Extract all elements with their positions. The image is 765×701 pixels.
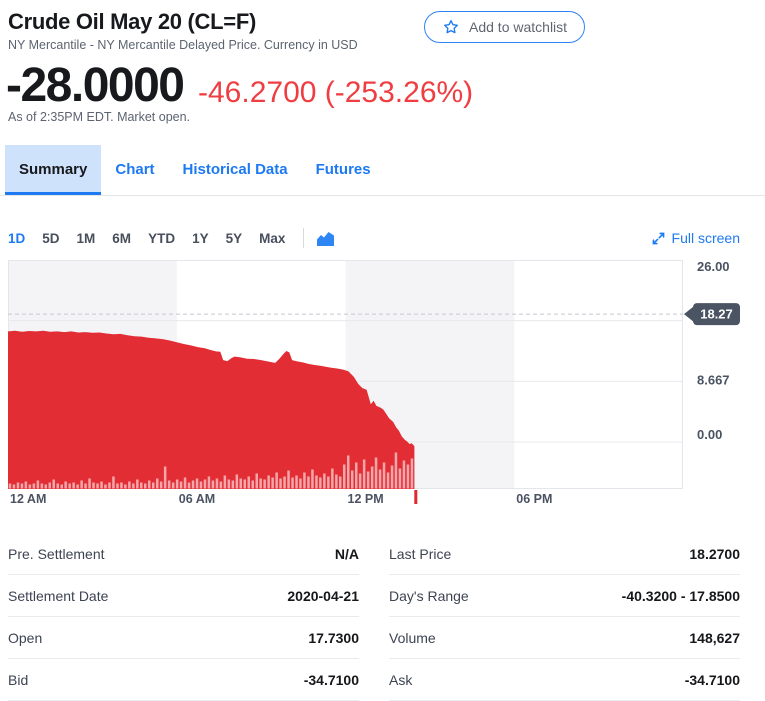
page-title: Crude Oil May 20 (CL=F)	[8, 9, 256, 34]
current-price: -28.0000	[6, 59, 185, 112]
svg-text:0.00: 0.00	[697, 427, 722, 442]
stat-row-day-s-range: Day's Range -40.3200 - 17.8500	[389, 575, 740, 617]
stat-row-last-price: Last Price 18.2700	[389, 533, 740, 575]
price-chart[interactable]: 18.27 26.00 8.667 0.00 12 AM 06 AM 12 PM 06 PM	[0, 254, 765, 506]
stats-left-column: Pre. Settlement N/A Settlement Date 2020-04…	[8, 533, 359, 701]
range-1y[interactable]: 1Y	[192, 230, 209, 246]
stat-label: Bid	[8, 671, 29, 688]
stat-value: -40.3200 - 17.8500	[621, 587, 740, 604]
stat-row-ask: Ask -34.7100	[389, 659, 740, 701]
area-chart-icon	[316, 230, 335, 247]
summary-stats-table: Pre. Settlement N/A Settlement Date 2020-04…	[8, 533, 740, 701]
stat-row-volume: Volume 148,627	[389, 617, 740, 659]
prev-close-tag: 18.27	[684, 303, 740, 326]
chart-type-button[interactable]	[316, 230, 335, 247]
range-max[interactable]: Max	[259, 230, 286, 246]
fullscreen-expand-icon	[651, 231, 666, 246]
price-area-series	[8, 330, 415, 489]
stat-row-open: Open 17.7300	[8, 617, 359, 659]
stat-label: Day's Range	[389, 587, 469, 604]
svg-text:06 PM: 06 PM	[516, 492, 552, 506]
y-axis-labels: 26.00 8.667 0.00	[697, 259, 730, 442]
range-1m[interactable]: 1M	[76, 230, 96, 246]
tab-futures[interactable]: Futures	[315, 161, 371, 178]
add-to-watchlist-button[interactable]: Add to watchlist	[424, 11, 586, 43]
svg-text:06 AM: 06 AM	[179, 492, 215, 506]
x-axis-labels: 12 AM 06 AM 12 PM 06 PM	[10, 492, 552, 506]
stat-row-bid: Bid -34.7100	[8, 659, 359, 701]
stat-label: Last Price	[389, 545, 452, 562]
fullscreen-button[interactable]: Full screen	[651, 230, 740, 246]
svg-text:12 PM: 12 PM	[348, 492, 384, 506]
stat-label: Pre. Settlement	[8, 545, 105, 562]
tab-historical-data[interactable]: Historical Data	[182, 161, 288, 178]
current-time-marker	[414, 490, 418, 504]
stat-label: Volume	[389, 629, 436, 646]
stats-right-column: Last Price 18.2700 Day's Range -40.3200 - 1…	[389, 533, 740, 701]
tab-summary[interactable]: Summary	[5, 145, 102, 195]
tab-chart[interactable]: Chart	[115, 161, 155, 178]
stat-value: 18.2700	[689, 545, 740, 562]
stat-value: 2020-04-21	[287, 587, 359, 604]
svg-text:18.27: 18.27	[700, 307, 733, 322]
stat-row-pre-settlement: Pre. Settlement N/A	[8, 533, 359, 575]
range-5d[interactable]: 5D	[42, 230, 60, 246]
fullscreen-label: Full screen	[671, 230, 740, 246]
add-to-watchlist-label: Add to watchlist	[469, 19, 568, 35]
range-1d[interactable]: 1D	[8, 230, 26, 246]
exchange-subtitle: NY Mercantile - NY Mercantile Delayed Pr…	[8, 38, 358, 52]
stat-value: 148,627	[689, 629, 740, 646]
star-icon	[442, 18, 460, 36]
quote-timestamp: As of 2:35PM EDT. Market open.	[8, 110, 191, 124]
stat-value: -34.7100	[303, 671, 359, 688]
stat-label: Open	[8, 629, 43, 646]
range-6m[interactable]: 6M	[112, 230, 132, 246]
stat-label: Settlement Date	[8, 587, 109, 604]
stat-value: -34.7100	[684, 671, 740, 688]
svg-text:8.667: 8.667	[697, 372, 730, 387]
toolbar-divider	[303, 228, 305, 248]
stat-value: N/A	[334, 545, 359, 562]
price-change: -46.2700 (-253.26%)	[198, 76, 474, 109]
range-ytd[interactable]: YTD	[148, 230, 176, 246]
chart-toolbar: 1D 5D 1M 6M YTD 1Y 5Y Max Full screen	[8, 226, 740, 250]
volume-bars	[8, 452, 414, 489]
svg-text:26.00: 26.00	[697, 259, 730, 274]
stat-value: 17.7300	[308, 629, 359, 646]
stat-label: Ask	[389, 671, 413, 688]
range-5y[interactable]: 5Y	[225, 230, 243, 246]
stat-row-settlement-date: Settlement Date 2020-04-21	[8, 575, 359, 617]
tab-bar: Summary Chart Historical Data Futures	[0, 145, 765, 196]
svg-text:12 AM: 12 AM	[10, 492, 46, 506]
range-selector: 1D 5D 1M 6M YTD 1Y 5Y Max	[8, 231, 302, 246]
